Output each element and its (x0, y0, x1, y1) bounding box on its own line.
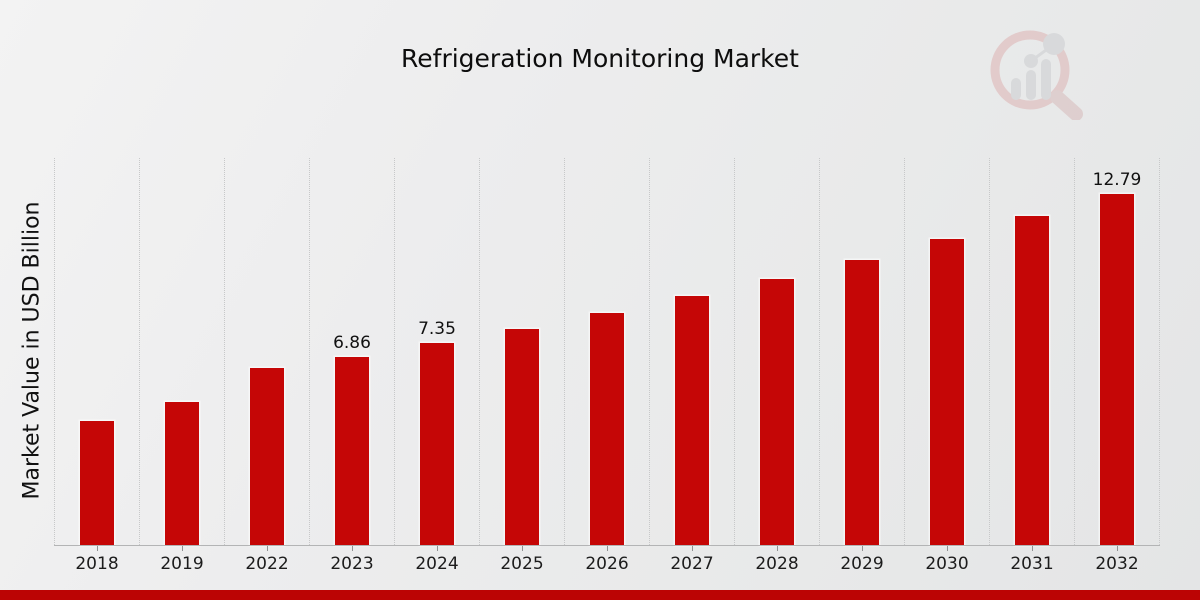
x-tick-label-2018: 2018 (75, 554, 119, 574)
bar-2031 (1015, 216, 1049, 545)
x-axis-tick (1117, 545, 1118, 551)
bar-value-label-2032: 12.79 (1092, 170, 1142, 190)
x-axis-tick (97, 545, 98, 551)
x-axis-tick (267, 545, 268, 551)
x-axis-tick (437, 545, 438, 551)
bar-value-label-2024: 7.35 (418, 319, 456, 339)
x-tick-label-2026: 2026 (585, 554, 629, 574)
bar-2028 (760, 279, 794, 545)
x-tick-label-2032: 2032 (1095, 554, 1139, 574)
bar-2022 (250, 368, 284, 545)
x-axis-line (54, 545, 1160, 546)
category-cell-2031: 2031 (989, 158, 1074, 574)
x-tick-label-2022: 2022 (245, 554, 289, 574)
x-axis-tick (692, 545, 693, 551)
category-cell-2027: 2027 (649, 158, 734, 574)
x-tick-label-2024: 2024 (415, 554, 459, 574)
magnifier-bar-chart-logo-icon (982, 28, 1098, 121)
bar-2024 (420, 343, 454, 545)
bar-2030 (930, 239, 964, 545)
category-cell-2018: 2018 (54, 158, 139, 574)
bar-value-label-2023: 6.86 (333, 333, 371, 353)
plot-area: 2018 2019 2022 6.86 2023 7.35 2024 2025 2026 2027… (54, 158, 1160, 574)
bar-2026 (590, 313, 624, 545)
x-tick-label-2027: 2027 (670, 554, 714, 574)
category-cell-2032: 12.79 2032 (1074, 158, 1160, 574)
bar-2018 (80, 421, 114, 545)
x-tick-label-2019: 2019 (160, 554, 204, 574)
x-axis-tick (352, 545, 353, 551)
category-cell-2029: 2029 (819, 158, 904, 574)
x-axis-tick (607, 545, 608, 551)
bar-2025 (505, 329, 539, 545)
category-cell-2019: 2019 (139, 158, 224, 574)
x-tick-label-2025: 2025 (500, 554, 544, 574)
bar-2023 (335, 357, 369, 545)
category-cell-2026: 2026 (564, 158, 649, 574)
bar-2019 (165, 402, 199, 545)
category-cell-2028: 2028 (734, 158, 819, 574)
x-tick-label-2028: 2028 (755, 554, 799, 574)
category-cell-2030: 2030 (904, 158, 989, 574)
x-tick-label-2029: 2029 (840, 554, 884, 574)
x-tick-label-2023: 2023 (330, 554, 374, 574)
category-cell-2023: 6.86 2023 (309, 158, 394, 574)
category-cell-2024: 7.35 2024 (394, 158, 479, 574)
x-axis-tick (862, 545, 863, 551)
x-tick-label-2031: 2031 (1010, 554, 1054, 574)
bar-2027 (675, 296, 709, 545)
y-axis-label: Market Value in USD Billion (19, 201, 45, 500)
category-cell-2025: 2025 (479, 158, 564, 574)
x-axis-tick (777, 545, 778, 551)
chart-title: Refrigeration Monitoring Market (401, 44, 799, 73)
category-cell-2022: 2022 (224, 158, 309, 574)
bar-2032 (1100, 194, 1134, 545)
bottom-accent-bar (0, 590, 1200, 600)
x-axis-tick (182, 545, 183, 551)
bar-2029 (845, 260, 879, 545)
x-axis-tick (522, 545, 523, 551)
x-axis-tick (947, 545, 948, 551)
x-tick-label-2030: 2030 (925, 554, 969, 574)
x-axis-tick (1032, 545, 1033, 551)
